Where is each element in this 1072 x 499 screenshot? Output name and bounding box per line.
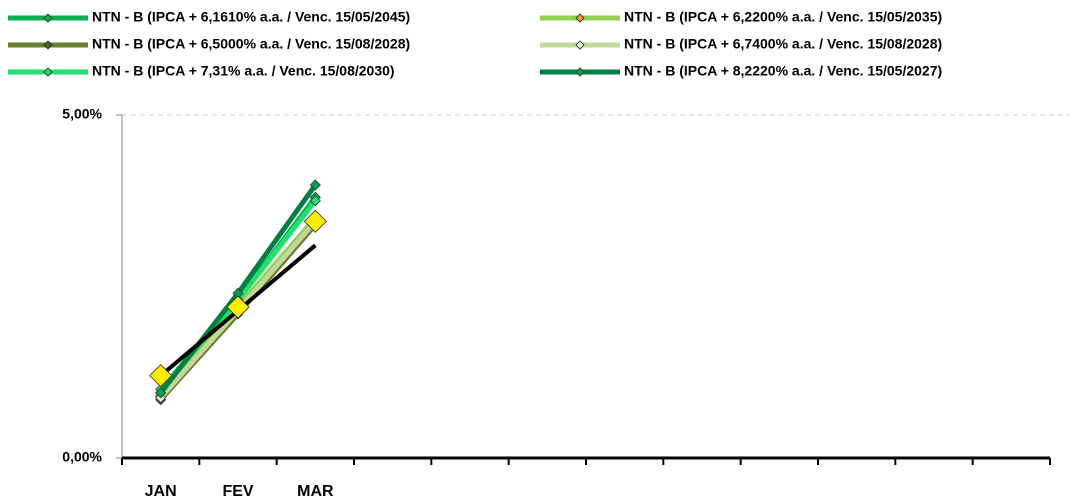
- legend-marker: [575, 40, 585, 50]
- legend-marker: [43, 67, 53, 77]
- data-point: [303, 209, 327, 233]
- data-point: [226, 295, 250, 319]
- legend-label: NTN - B (IPCA + 8,2220% a.a. / Venc. 15/…: [624, 63, 942, 79]
- data-point: [155, 387, 167, 399]
- x-tick-label: JAN: [145, 483, 177, 499]
- legend-marker: [43, 13, 53, 23]
- x-tick-label: MAR: [297, 483, 334, 499]
- x-tick-label: FEV: [222, 483, 253, 499]
- legend-label: NTN - B (IPCA + 6,5000% a.a. / Venc. 15/…: [92, 36, 410, 52]
- legend-marker: [575, 13, 585, 23]
- legend-label: NTN - B (IPCA + 6,7400% a.a. / Venc. 15/…: [624, 36, 942, 52]
- y-tick-label: 0,00%: [62, 449, 102, 465]
- data-point: [149, 364, 173, 388]
- y-tick-label: 5,00%: [62, 106, 102, 122]
- data-point: [309, 179, 321, 191]
- legend-label: NTN - B (IPCA + 6,1610% a.a. / Venc. 15/…: [92, 9, 410, 25]
- legend-label: NTN - B (IPCA + 6,2200% a.a. / Venc. 15/…: [624, 9, 942, 25]
- data-point: [309, 195, 321, 207]
- legend-marker: [43, 40, 53, 50]
- legend-marker: [575, 67, 585, 77]
- legend-label: NTN - B (IPCA + 7,31% a.a. / Venc. 15/08…: [92, 63, 395, 79]
